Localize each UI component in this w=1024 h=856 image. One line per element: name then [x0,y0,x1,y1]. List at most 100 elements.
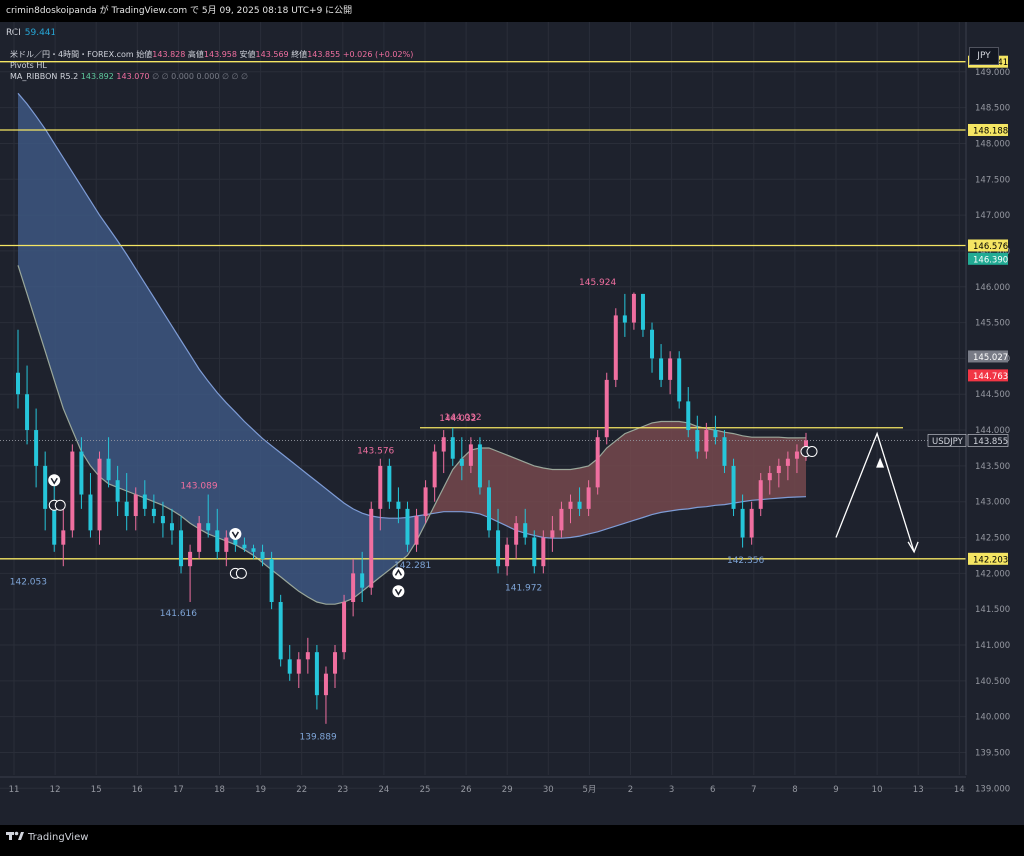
candle-body[interactable] [260,551,265,560]
candle-body[interactable] [659,358,664,380]
candle-body[interactable] [115,480,120,502]
ma-ribbon-row[interactable]: MA_RIBBON R5.2 143.892 143.070 ∅ ∅ 0.000… [10,71,413,82]
candle-body[interactable] [269,559,274,603]
candle-body[interactable] [613,315,618,380]
candle-body[interactable] [25,394,30,431]
candle-body[interactable] [188,551,193,567]
price-chart[interactable]: 142.053 141.616 143.089 139.889 143.576 142.2… [0,22,1024,825]
price-axis[interactable] [966,22,1024,775]
candle-body[interactable] [650,329,655,359]
candle-body[interactable] [160,516,165,524]
candle-body[interactable] [559,508,564,531]
candle-body[interactable] [414,516,419,545]
projection-arrow[interactable] [835,431,915,553]
candle-body[interactable] [233,537,238,545]
candle-body[interactable] [179,530,184,567]
candle-body[interactable] [532,537,537,567]
candle-body[interactable] [622,315,627,323]
candle-body[interactable] [459,458,464,466]
candle-body[interactable] [423,487,428,517]
candle-body[interactable] [550,530,555,538]
candle-body[interactable] [215,530,220,552]
candle-body[interactable] [43,465,48,509]
candle-body[interactable] [61,530,66,545]
candle-body[interactable] [106,458,111,481]
candle-body[interactable] [731,465,736,509]
tradingview-logo[interactable]: TradingView [6,825,126,856]
candle-body[interactable] [631,293,636,323]
candle-body[interactable] [749,508,754,538]
candle-body[interactable] [595,437,600,488]
candle-body[interactable] [387,465,392,502]
candle-body[interactable] [677,358,682,402]
candle-body[interactable] [405,508,410,545]
currency-button[interactable]: JPY [969,47,999,65]
candle-body[interactable] [142,494,147,509]
candle-body[interactable] [360,573,365,588]
candle-body[interactable] [124,501,129,517]
candle-body[interactable] [79,451,84,495]
candle-body[interactable] [52,508,57,545]
candle-body[interactable] [169,523,174,531]
candle-body[interactable] [740,508,745,538]
candle-body[interactable] [568,501,573,509]
candle-body[interactable] [541,537,546,567]
candle-body[interactable] [704,430,709,452]
candle-body[interactable] [713,430,718,438]
candle-body[interactable] [505,544,510,567]
candle-body[interactable] [151,508,156,517]
candle-body[interactable] [34,430,39,466]
candle-body[interactable] [396,501,401,509]
candle-body[interactable] [242,544,247,549]
candle-body[interactable] [432,451,437,488]
candle-body[interactable] [686,401,691,431]
pivots-label[interactable]: Pivots HL [10,61,47,70]
candle-body[interactable] [206,523,211,531]
candle-body[interactable] [378,465,383,509]
candle-body[interactable] [369,508,374,588]
candle-body[interactable] [287,659,292,674]
signal-circle-icon [806,446,818,458]
signal-marker-icon [392,585,405,598]
candle-body[interactable] [305,652,310,660]
candle-body[interactable] [640,293,645,330]
candle-body[interactable] [296,659,301,674]
candle-body[interactable] [722,437,727,466]
candle-body[interactable] [441,437,446,452]
rci-indicator[interactable]: RCI 59.441 [6,28,56,38]
candle-body[interactable] [668,358,673,380]
candle-body[interactable] [70,451,75,531]
candle-body[interactable] [333,652,338,674]
candle-body[interactable] [450,437,455,459]
candle-body[interactable] [785,458,790,466]
candle-body[interactable] [523,523,528,538]
candle-body[interactable] [486,487,491,531]
candle-body[interactable] [477,444,482,488]
candle-body[interactable] [323,673,328,696]
candle-body[interactable] [197,523,202,552]
candle-body[interactable] [758,480,763,509]
candle-body[interactable] [604,379,609,438]
candle-body[interactable] [496,530,501,567]
candle-body[interactable] [586,487,591,509]
candle-body[interactable] [468,444,473,466]
candle-body[interactable] [133,494,138,517]
price-tick-label: 139.500 [975,748,1010,758]
candle-body[interactable] [251,548,256,552]
candle-body[interactable] [97,458,102,531]
candle-body[interactable] [314,652,319,696]
candle-body[interactable] [224,537,229,552]
candle-body[interactable] [794,451,799,459]
candle-body[interactable] [804,440,808,452]
pivot-label: 142.053 [10,578,47,588]
candle-body[interactable] [767,473,772,481]
candle-body[interactable] [695,430,700,452]
candle-body[interactable] [351,573,356,603]
candle-body[interactable] [16,372,20,395]
candle-body[interactable] [88,494,93,531]
candle-body[interactable] [776,465,781,474]
candle-body[interactable] [577,501,582,509]
candle-body[interactable] [514,523,519,545]
candle-body[interactable] [342,602,347,653]
candle-body[interactable] [278,602,283,660]
